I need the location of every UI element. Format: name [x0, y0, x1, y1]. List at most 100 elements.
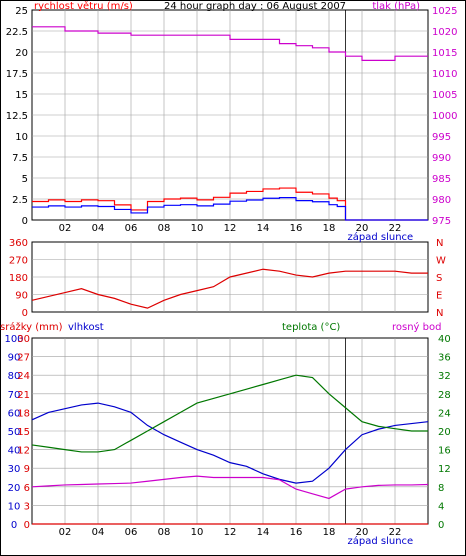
wind-speed-tick: 7.5 [12, 153, 28, 164]
hour-tick: 16 [290, 223, 303, 234]
wind-direction-line [31, 268, 428, 309]
direction-tick: 360 [9, 238, 28, 249]
temperature-tick: 32 [438, 371, 451, 382]
temperature-tick: 0 [438, 520, 444, 531]
humidity-tick: 80 [8, 371, 21, 382]
temperature-tick: 20 [438, 427, 451, 438]
rain-tick: 6 [24, 483, 30, 494]
wind-speed-tick: 10 [15, 132, 28, 143]
rain-tick: 30 [17, 334, 30, 345]
pressure-tick: 1010 [432, 69, 457, 80]
pressure-tick: 1020 [432, 27, 457, 38]
hour-tick: 14 [257, 527, 270, 538]
hour-tick: 10 [191, 223, 204, 234]
compass-label: S [436, 273, 442, 284]
pressure-tick: 985 [432, 174, 451, 185]
pressure-tick: 980 [432, 195, 451, 206]
pressure-tick: 995 [432, 132, 451, 143]
humidity-tick: 30 [8, 464, 21, 475]
compass-label: N [436, 238, 443, 249]
direction-tick: 90 [15, 291, 28, 302]
humidity-tick: 70 [8, 390, 21, 401]
hour-tick: 04 [92, 223, 105, 234]
wind-speed-tick: 17.5 [6, 69, 28, 80]
temperature-tick: 12 [438, 464, 451, 475]
pressure-tick: 975 [432, 216, 451, 227]
hour-tick: 06 [125, 223, 138, 234]
sunset-label: západ slunce [348, 535, 414, 547]
humidity-tick: 10 [8, 501, 21, 512]
wind-speed-tick: 22.5 [6, 27, 28, 38]
hour-tick: 12 [224, 527, 237, 538]
temperature-tick: 40 [438, 334, 451, 345]
direction-tick: 270 [9, 256, 28, 267]
pressure-line [32, 26, 428, 62]
wind-speed-tick: 5 [22, 174, 28, 185]
humidity-tick: 100 [4, 334, 23, 345]
hour-tick: 18 [323, 527, 336, 538]
humidity-tick: 20 [8, 483, 21, 494]
rain-tick: 9 [24, 464, 30, 475]
temperature-tick: 24 [438, 408, 451, 419]
humidity-tick: 90 [8, 353, 21, 364]
hour-tick: 20 [356, 223, 369, 234]
wind-avg-line [32, 197, 428, 221]
rain-tick: 3 [24, 501, 30, 512]
chart-title: 24 hour graph day : 06 August 2007 [164, 1, 346, 12]
rain-tick: 21 [17, 390, 30, 401]
rain-tick: 15 [17, 427, 30, 438]
sunset-label: západ slunce [348, 231, 414, 243]
hour-tick: 16 [290, 527, 303, 538]
hour-tick: 14 [257, 223, 270, 234]
hour-tick: 08 [158, 223, 171, 234]
rain-tick: 12 [17, 446, 30, 457]
humidity-tick: 60 [8, 408, 21, 419]
pressure-tick: 1025 [432, 6, 457, 17]
compass-label: W [436, 256, 446, 267]
temperature-tick: 36 [438, 353, 451, 364]
hour-tick: 06 [125, 527, 138, 538]
hour-tick: 20 [356, 527, 369, 538]
dew-point-axis-label: rosný bod [392, 321, 441, 333]
humidity-line [31, 402, 429, 484]
wind-speed-tick: 0 [22, 216, 28, 227]
humidity-axis-label: vlhkost [68, 322, 104, 333]
pressure-tick: 1000 [432, 111, 457, 122]
temperature-tick: 4 [438, 501, 444, 512]
pressure-axis-label: tlak (hPa) [372, 1, 420, 12]
wind-speed-tick: 25 [15, 6, 28, 17]
wind-speed-tick: 15 [15, 90, 28, 101]
wind-speed-tick: 20 [15, 48, 28, 59]
hour-tick: 22 [389, 527, 402, 538]
hour-tick: 04 [92, 527, 105, 538]
compass-label: N [436, 308, 443, 319]
wind-speed-tick: 12.5 [6, 111, 28, 122]
pressure-tick: 990 [432, 153, 451, 164]
direction-tick: 180 [9, 273, 28, 284]
pressure-tick: 1015 [432, 48, 457, 59]
wind-speed-line [32, 187, 428, 221]
pressure-tick: 1005 [432, 90, 457, 101]
rain-tick: 18 [17, 408, 30, 419]
temperature-tick: 28 [438, 390, 451, 401]
humidity-tick: 50 [8, 427, 21, 438]
hour-tick: 10 [191, 527, 204, 538]
hour-tick: 02 [59, 527, 72, 538]
humidity-tick: 40 [8, 446, 21, 457]
temperature-tick: 16 [438, 446, 451, 457]
rain-tick: 24 [17, 371, 30, 382]
rain-tick: 27 [17, 353, 30, 364]
rain-tick: 0 [24, 520, 30, 531]
wind-speed-tick: 2.5 [12, 195, 28, 206]
hour-tick: 18 [323, 223, 336, 234]
hour-tick: 22 [389, 223, 402, 234]
humidity-tick: 0 [11, 520, 17, 531]
direction-tick: 0 [22, 308, 28, 319]
temperature-tick: 8 [438, 483, 444, 494]
temperature-line [31, 374, 428, 453]
compass-label: E [436, 291, 442, 302]
hour-tick: 12 [224, 223, 237, 234]
wind-speed-axis-label: rychlost větru (m/s) [34, 0, 133, 12]
hour-tick: 08 [158, 527, 171, 538]
